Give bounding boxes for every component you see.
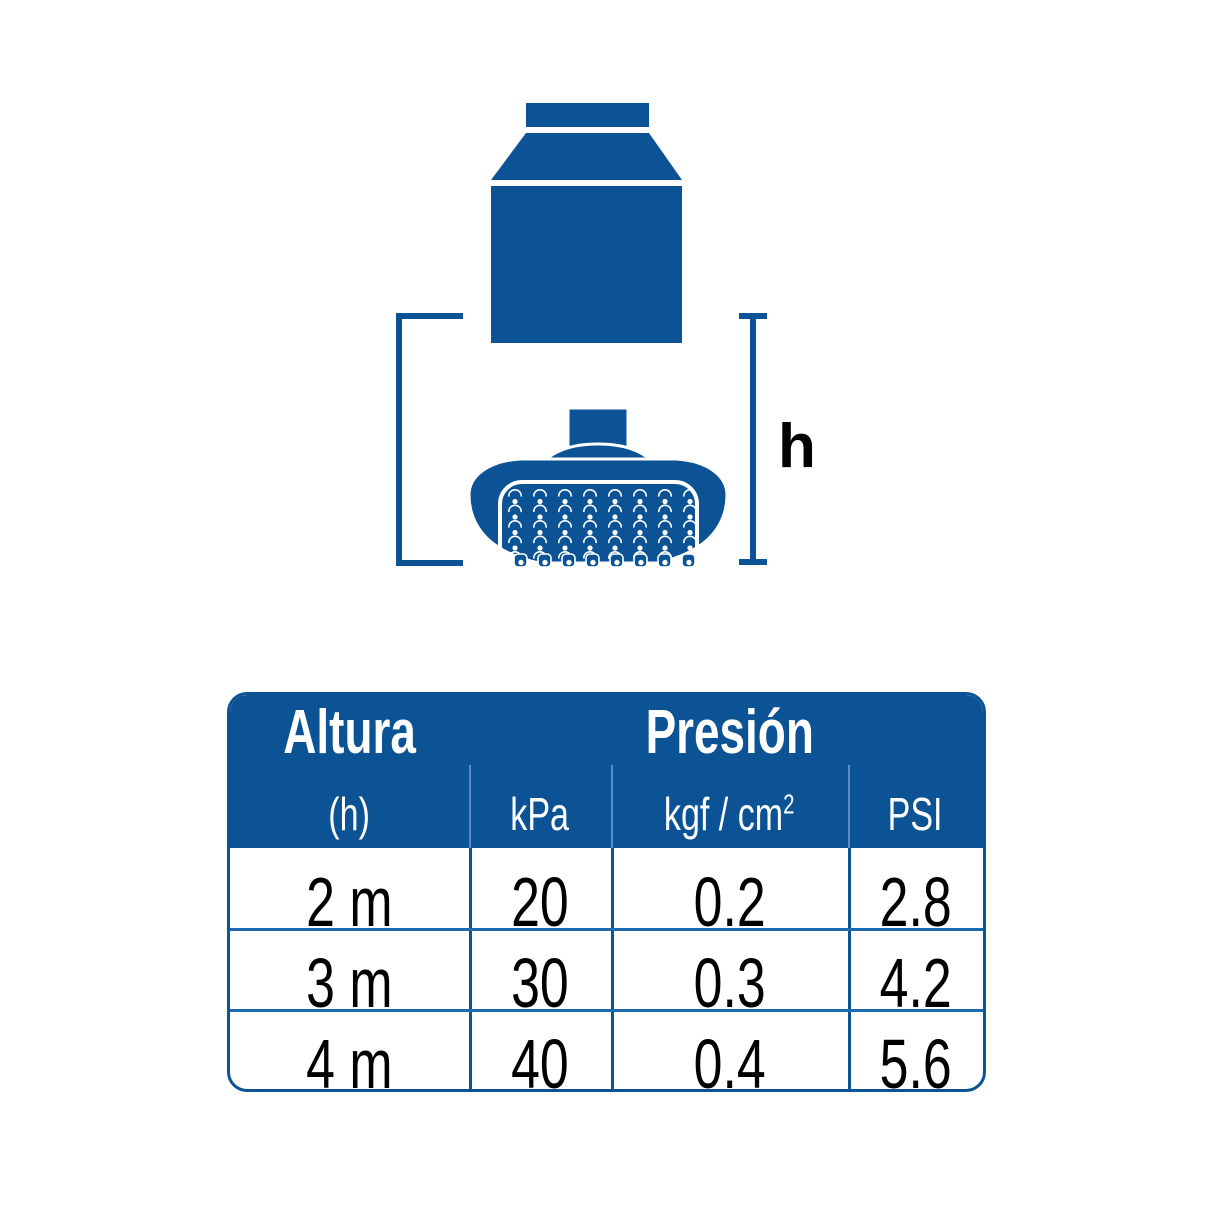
- svg-text:h: h: [778, 412, 816, 481]
